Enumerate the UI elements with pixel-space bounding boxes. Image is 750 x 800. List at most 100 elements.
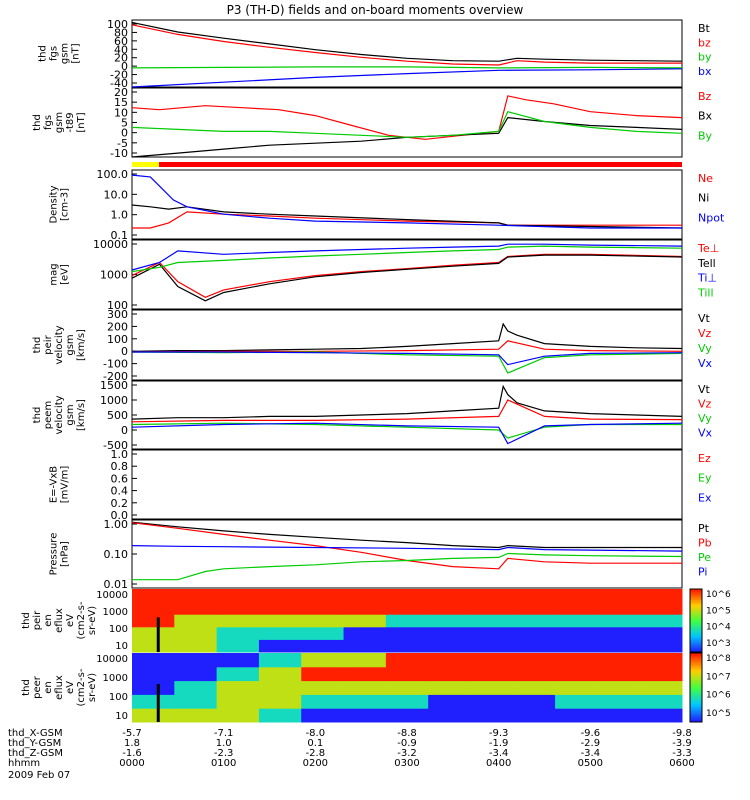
y-tick-label: -10 <box>110 147 128 160</box>
heatmap-cell <box>470 680 514 695</box>
heatmap-cell <box>343 626 387 640</box>
y-axis-label: [eV] <box>60 264 71 285</box>
panel-4: 10000 1000 100 Te⊥ Tell Ti⊥Till mag [eV] <box>49 238 720 312</box>
colorbar-swatch <box>690 605 702 609</box>
heatmap-cell <box>132 589 175 603</box>
heatmap-cell <box>470 614 514 628</box>
y-axis-label: eflux <box>54 608 65 633</box>
time-axis-value: -3.4 <box>489 748 509 759</box>
colorbar-swatch <box>690 595 702 598</box>
heatmap-cell <box>428 666 471 682</box>
heatmap-cell <box>512 694 556 709</box>
heatmap-cell <box>174 680 218 695</box>
heatmap-cell <box>639 653 683 668</box>
colorbar-swatch <box>690 622 702 626</box>
heatmap-cell <box>343 614 387 628</box>
y-tick-label: 15 <box>114 96 128 109</box>
y-tick-label: 100 <box>107 333 128 346</box>
y-tick-label: 10.0 <box>104 188 129 201</box>
y-tick-label: 0.10 <box>104 548 129 561</box>
heatmap-cell <box>597 666 641 682</box>
time-axis-value: -2.9 <box>581 738 601 749</box>
legend-entry: Bt <box>698 22 711 35</box>
colorbar-swatch <box>690 662 702 665</box>
time-axis-value: -2.3 <box>214 748 234 759</box>
heatmap-cell <box>470 694 514 709</box>
colorbar-swatch <box>690 614 702 617</box>
y-axis-label: [km/s] <box>76 399 87 431</box>
series-line-Ti⊥ <box>131 243 683 271</box>
y-axis-label: [nT] <box>71 43 82 63</box>
series-line-Npot <box>131 174 682 229</box>
heatmap-cell <box>639 708 683 723</box>
heatmap-cell <box>258 601 302 615</box>
heatmap-cell <box>428 680 471 695</box>
heatmap-cell <box>470 653 514 668</box>
colorbar-swatch <box>690 678 702 682</box>
heatmap-cell <box>216 653 260 668</box>
colorbar-swatch <box>690 687 702 691</box>
time-axis-value: -2.8 <box>306 748 326 759</box>
legend-entry: Till <box>697 286 714 299</box>
legend-entry: Ez <box>698 452 711 465</box>
colorbar-label: 10^7 <box>706 672 731 682</box>
colorbar-label: 10^5 <box>706 606 731 616</box>
heatmap-cell <box>512 589 556 603</box>
colorbar-swatch <box>690 715 702 718</box>
colorbar-swatch <box>690 637 702 640</box>
plot-frame <box>131 87 683 158</box>
y-axis-label: peem <box>43 401 54 429</box>
colorbar-swatch <box>690 696 702 700</box>
y-axis-label: (cm2-s- <box>76 601 87 639</box>
time-axis-value: -1.9 <box>489 738 509 749</box>
mode-bar-start <box>132 162 159 167</box>
heatmap-cell <box>258 639 302 653</box>
legend-entry: Bx <box>698 110 713 123</box>
heatmap-cell <box>258 666 302 682</box>
heatmap-cell <box>385 639 429 653</box>
colorbar-swatch <box>690 671 702 675</box>
heatmap-cell <box>216 708 260 723</box>
y-axis-label: [km/s] <box>76 329 87 361</box>
colorbar-swatch <box>690 624 702 628</box>
heatmap-cell <box>174 589 218 603</box>
y-tick-label: -500 <box>103 439 128 452</box>
y-tick-label: 1.0 <box>111 209 129 222</box>
heatmap-cell <box>597 614 641 628</box>
series-line-Till <box>131 245 683 273</box>
colorbar-swatch <box>690 603 702 607</box>
colorbar-label: 10^3 <box>706 639 731 649</box>
y-axis-label: velocity <box>54 395 65 434</box>
plot-frame <box>131 309 683 381</box>
colorbar-swatch <box>690 607 702 611</box>
heatmap-cell <box>555 708 598 723</box>
colorbar-swatch <box>690 692 702 695</box>
heatmap-cell <box>216 639 260 653</box>
y-tick-label: 60 <box>114 35 128 48</box>
heatmap-cell <box>639 694 683 709</box>
y-tick-label: 1000 <box>100 394 128 407</box>
heatmap-cell <box>216 626 260 640</box>
time-axis-value: 1.0 <box>216 738 232 749</box>
y-axis-label: peir <box>43 334 54 354</box>
heatmap-cell <box>343 708 387 723</box>
heatmap-cell <box>555 680 598 695</box>
time-axis-value: -8.0 <box>306 728 326 739</box>
heatmap-cell <box>597 708 641 723</box>
heatmap-cell <box>301 639 345 653</box>
heatmap-cell <box>639 626 683 640</box>
y-axis-label: thd <box>21 679 32 696</box>
panel-3: 100.0 10.0 1.0 0.1 Ne Ni Npot Density [cm-3] <box>49 168 725 242</box>
series-line-Pb <box>131 522 682 570</box>
heatmap-cell <box>301 680 345 695</box>
y-tick-label: 5 <box>121 117 128 130</box>
time-axis-value: -9.3 <box>489 728 509 739</box>
colorbar-swatch <box>690 676 702 679</box>
heatmap-cell <box>216 589 260 603</box>
time-axis-value: 0600 <box>669 758 694 769</box>
heatmap-cell <box>301 666 345 682</box>
y-axis-label: [cm-3] <box>60 188 71 221</box>
colorbar-swatch <box>690 664 702 668</box>
